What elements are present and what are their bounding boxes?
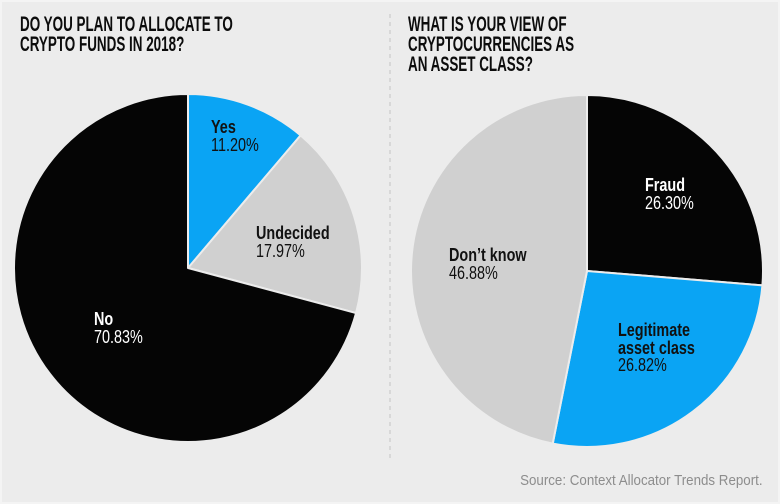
source-note: Source: Context Allocator Trends Report.: [520, 473, 763, 489]
left-chart-title: DO YOU PLAN TO ALLOCATE TO CRYPTO FUNDS …: [20, 13, 233, 56]
dashed-divider: [389, 14, 391, 458]
pie-slice-undecided: [187, 134, 362, 315]
slice-name: Don’t know: [449, 245, 527, 265]
slice-percent: 26.30%: [645, 192, 694, 213]
pie-slice-legitimate-asset-class: [551, 270, 763, 447]
slice-label-yes: Yes 11.20%: [211, 117, 259, 155]
slice-name: Undecided: [256, 223, 330, 243]
slice-name: Yes: [211, 117, 236, 137]
slice-name: Fraud: [645, 175, 686, 195]
slice-name: No: [94, 309, 114, 329]
slice-percent: 46.88%: [449, 262, 498, 283]
slice-percent: 70.83%: [94, 326, 143, 347]
slice-label-fraud: Fraud 26.30%: [645, 175, 694, 213]
slice-label-legitimate-asset-class: Legitimate asset class 26.82%: [618, 320, 698, 375]
slice-label-undecided: Undecided 17.97%: [256, 223, 330, 261]
pie-slice-yes: [187, 94, 302, 269]
pie-slice-fraud: [586, 95, 763, 287]
slice-percent: 17.97%: [256, 240, 305, 261]
left-pie-chart: [14, 94, 362, 442]
right-pie-chart: [411, 95, 763, 447]
slice-name: Legitimate asset class: [618, 320, 695, 358]
slice-label-no: No 70.83%: [94, 309, 143, 347]
slice-percent: 26.82%: [618, 355, 667, 375]
slice-label-dont-know: Don’t know 46.88%: [449, 245, 527, 283]
slice-percent: 11.20%: [211, 134, 259, 155]
pie-slice-don-t-know: [411, 95, 588, 445]
pie-slice-no: [14, 94, 358, 442]
right-chart-title: WHAT IS YOUR VIEW OF CRYPTOCURRENCIES AS…: [408, 13, 575, 76]
